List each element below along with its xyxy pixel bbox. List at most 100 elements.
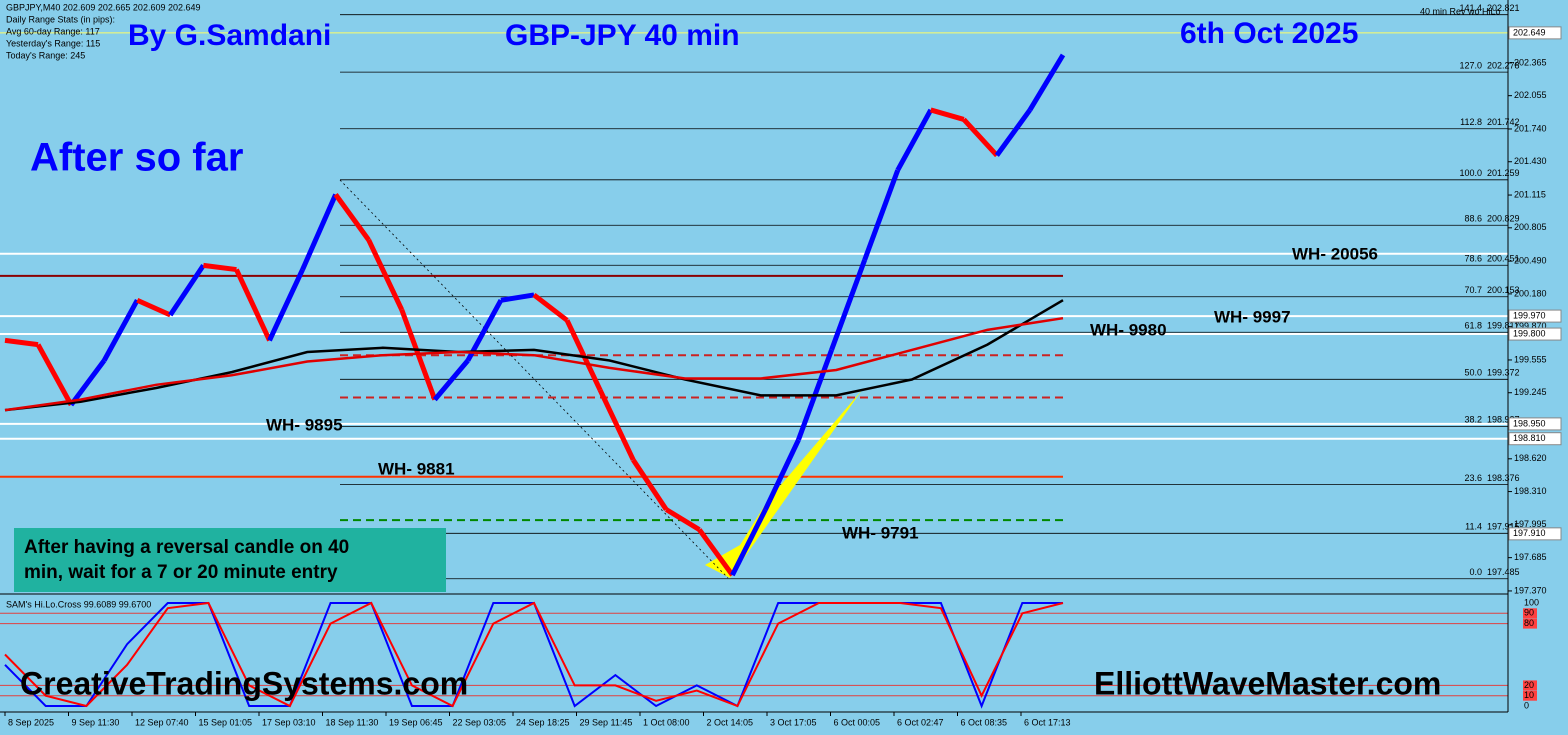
- x-tick-label: 6 Oct 02:47: [897, 717, 944, 727]
- price-label-box: [1508, 527, 1562, 541]
- site-right: ElliottWaveMaster.com: [1094, 665, 1441, 701]
- y-tick-label: 199.870: [1514, 321, 1547, 331]
- price-segment: [101, 299, 140, 362]
- fib-ratio: 70.7: [1464, 285, 1482, 295]
- y-tick-label: 199.245: [1514, 387, 1547, 397]
- fib-price: 199.817: [1487, 321, 1520, 331]
- moving-average: [4, 316, 1064, 412]
- stats-title: Daily Range Stats (in pips):: [6, 14, 115, 24]
- price-segment: [366, 238, 405, 311]
- oscillator-tick-label: 10: [1524, 690, 1534, 700]
- price-label-box: [1508, 417, 1562, 431]
- x-tick-label: 29 Sep 11:45: [580, 717, 633, 727]
- oscillator-tick-box: [1523, 680, 1537, 691]
- wh-label: WH- 9791: [842, 523, 919, 542]
- x-tick-label: 6 Oct 00:05: [834, 717, 881, 727]
- oscillator-tick-box: [1523, 690, 1537, 701]
- x-tick-label: 6 Oct 08:35: [961, 717, 1008, 727]
- y-tick-label: 200.805: [1514, 222, 1547, 232]
- note-line: min, wait for a 7 or 20 minute entry: [24, 562, 338, 583]
- price-label-box: [1508, 309, 1562, 323]
- y-tick-label: 202.055: [1514, 90, 1547, 100]
- fib-ratio: 38.2: [1464, 415, 1482, 425]
- fib-ratio: 61.8: [1464, 321, 1482, 331]
- y-tick-label: 198.310: [1514, 486, 1547, 496]
- price-label-box: [1508, 327, 1562, 341]
- price-segment: [697, 528, 735, 577]
- x-tick-label: 24 Sep 18:25: [516, 717, 570, 727]
- y-tick-label: 199.555: [1514, 354, 1547, 364]
- fib-price: 200.153: [1487, 285, 1520, 295]
- y-tick-label: 197.685: [1514, 552, 1547, 562]
- fib-price: 200.451: [1487, 254, 1520, 264]
- y-tick-label: 201.430: [1514, 156, 1547, 166]
- fib-ratio: 0.0: [1469, 567, 1482, 577]
- x-tick-label: 19 Sep 06:45: [389, 717, 443, 727]
- y-tick-label: 200.490: [1514, 255, 1547, 265]
- chart-title: GBP-JPY 40 min: [505, 19, 740, 52]
- price-segment: [564, 319, 603, 392]
- price-segment: [500, 292, 535, 303]
- wh-label: WH- 20056: [1292, 244, 1378, 263]
- marks-layer: [4, 53, 1066, 709]
- price-segment: [69, 358, 107, 407]
- site-left: CreativeTradingSystems.com: [20, 665, 468, 701]
- x-tick-label: 18 Sep 11:30: [326, 717, 379, 727]
- fib-price: 197.915: [1487, 522, 1520, 532]
- wh-label: WH- 9881: [378, 459, 455, 478]
- fib-ratio: 112.8: [1460, 117, 1482, 127]
- price-segment: [829, 259, 867, 351]
- y-tick-label: 200.180: [1514, 288, 1547, 298]
- fib-ratio: 127.0: [1459, 60, 1482, 70]
- fib-ratio: 88.6: [1464, 214, 1482, 224]
- y-tick-label: 201.115: [1514, 189, 1546, 199]
- fib-price: 197.485: [1487, 567, 1520, 577]
- price-label-box: [1508, 432, 1562, 446]
- price-label: 197.910: [1513, 528, 1546, 538]
- price-label: 198.950: [1513, 418, 1546, 428]
- fib-price: 201.259: [1487, 168, 1520, 178]
- fib-ratio: 78.6: [1464, 254, 1482, 264]
- fib-price: 202.821: [1487, 3, 1520, 13]
- price-segment: [136, 297, 172, 318]
- note-box: [14, 528, 446, 592]
- fib-price: 201.742: [1487, 117, 1520, 127]
- today-range: Today's Range: 245: [6, 50, 85, 60]
- oscillator-line: [4, 601, 1064, 708]
- price-segment: [763, 438, 801, 511]
- price-label: 202.649: [1513, 27, 1546, 37]
- grid-layer: [0, 14, 1512, 716]
- fib-ratio: 23.6: [1464, 473, 1482, 483]
- price-segment: [203, 262, 237, 273]
- x-tick-label: 6 Oct 17:13: [1024, 717, 1071, 727]
- price-segment: [267, 268, 305, 342]
- wh-label: WH- 9997: [1214, 307, 1291, 326]
- avg-range: Avg 60-day Range: 117: [6, 26, 100, 36]
- price-segment: [930, 107, 965, 122]
- fib-ratio: 11.4: [1465, 522, 1482, 532]
- price-segment: [730, 508, 768, 577]
- oscillator-tick-label: 90: [1524, 608, 1534, 618]
- x-tick-label: 8 Sep 2025: [8, 717, 54, 727]
- price-segment: [532, 292, 569, 323]
- x-tick-label: 17 Sep 03:10: [262, 717, 316, 727]
- price-segment: [234, 268, 272, 342]
- yesterday-range: Yesterday's Range: 115: [6, 38, 100, 48]
- y-tick-label: 197.370: [1514, 585, 1547, 595]
- price-label: 199.970: [1513, 310, 1546, 320]
- author: By G.Samdani: [128, 19, 331, 52]
- oscillator-tick-label: 100: [1524, 597, 1539, 607]
- oscillator-tick-box: [1523, 608, 1537, 619]
- y-tick-label: 198.620: [1514, 453, 1547, 463]
- price-segment: [300, 193, 338, 271]
- price-segment: [664, 507, 701, 532]
- oscillator-tick-label: 80: [1524, 618, 1534, 628]
- price-segment: [168, 263, 206, 317]
- wh-label: WH- 9980: [1090, 320, 1167, 339]
- fib-price: 198.927: [1487, 415, 1520, 425]
- x-tick-label: 3 Oct 17:05: [770, 717, 817, 727]
- wedge-highlight: [705, 390, 862, 578]
- symbol-line: GBPJPY,M40 202.609 202.665 202.609 202.6…: [6, 2, 201, 12]
